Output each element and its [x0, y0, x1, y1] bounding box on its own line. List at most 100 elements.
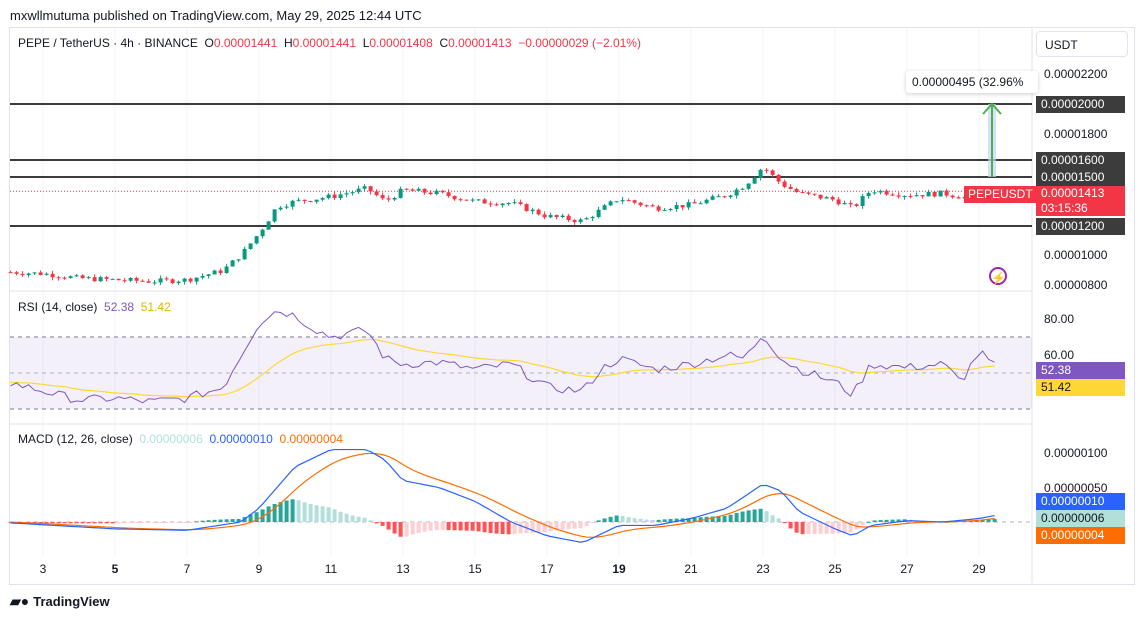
candle-body [194, 277, 199, 282]
macd-histogram-bar [566, 522, 571, 530]
candle-body [464, 199, 469, 201]
macd-histogram-bar [320, 506, 325, 522]
candle-body [872, 192, 877, 194]
symbol-legend: PEPE / TetherUS · 4h · BINANCE O0.000014… [18, 36, 641, 50]
bar-countdown: 03:15:36 [1041, 201, 1088, 215]
macd-histogram-bar [116, 522, 121, 524]
macd-axis-label: 0.00000100 [1044, 446, 1108, 460]
candle-body [320, 198, 325, 200]
macd-histogram-bar [986, 519, 991, 522]
macd-histogram-bar [32, 522, 37, 524]
macd-histogram-bar [488, 522, 493, 533]
macd-histogram-bar [878, 520, 883, 522]
macd-histogram-bar [734, 512, 739, 522]
candle-body [932, 191, 937, 197]
candle-body [428, 192, 433, 195]
macd-histogram-bar [254, 512, 259, 522]
macd-histogram-bar [584, 522, 589, 526]
candle-body [272, 209, 277, 222]
rsi-legend: RSI (14, close) 52.38 51.42 [18, 300, 171, 314]
low-label: L [362, 36, 370, 50]
macd-histogram-bar [620, 515, 625, 522]
candle-body [416, 188, 421, 191]
candle-body [302, 199, 307, 201]
candle-body [800, 192, 805, 194]
macd-histogram-bar [62, 522, 67, 524]
chart-frame [9, 27, 1135, 585]
level-tag: 0.00001600 [1036, 152, 1125, 169]
rsi-line [10, 311, 995, 404]
macd-histogram-bar [260, 509, 265, 522]
candle-body [20, 273, 25, 276]
candle-body [440, 190, 445, 193]
macd-histogram-bar [650, 520, 655, 522]
macd-histogram-bar [836, 522, 841, 534]
candle-body [830, 197, 835, 200]
candle-body [620, 200, 625, 202]
macd-histogram-bar [434, 522, 439, 530]
candle-body [398, 188, 403, 198]
lightning-alert-icon[interactable]: ⚡ [989, 267, 1007, 285]
rsi-value-tag: 52.38 [1036, 362, 1125, 379]
macd-histogram-bar [134, 522, 139, 523]
candle-body [860, 196, 865, 206]
candle-body [590, 217, 595, 219]
candle-body [884, 190, 889, 195]
macd-histogram-bar [182, 522, 187, 523]
candle-body [764, 169, 769, 171]
time-axis-label: 29 [972, 562, 986, 576]
candle-body [308, 200, 313, 202]
candle-body [824, 197, 829, 199]
macd-histogram-bar [200, 520, 205, 522]
macd-histogram-bar [404, 522, 409, 537]
macd-histogram-bar [230, 519, 235, 522]
macd-histogram-bar [464, 522, 469, 531]
candle-body [626, 200, 631, 202]
macd-histogram-bar [380, 522, 385, 526]
macd-histogram-bar [800, 522, 805, 535]
currency-selector[interactable]: USDT [1036, 31, 1128, 57]
candle-body [716, 196, 721, 198]
last-price-tag: 0.00001413 03:15:36 [1036, 186, 1125, 216]
candle-body [278, 207, 283, 210]
candle-body [770, 170, 775, 175]
close-value: 0.00001413 [448, 36, 512, 50]
macd-histogram-bar [224, 519, 229, 522]
candle-body [110, 278, 115, 280]
candle-body [530, 209, 535, 212]
candle-body [80, 275, 85, 279]
macd-histogram-bar [656, 519, 661, 522]
candle-body [560, 215, 565, 218]
candle-body [938, 190, 943, 197]
level-tag: 0.00002000 [1036, 96, 1125, 113]
tradingview-logo: ▰● TradingView [10, 593, 110, 610]
macd-histogram-bar [890, 519, 895, 522]
macd-histogram-bar [554, 522, 559, 531]
candle-body [242, 248, 247, 260]
candle-body [56, 277, 61, 279]
candle-body [908, 196, 913, 198]
candle-body [788, 186, 793, 189]
macd-histogram-bar [362, 517, 367, 522]
macd-histogram-bar [740, 511, 745, 522]
candle-body [722, 196, 727, 198]
macd-line-tag: 0.00000010 [1036, 493, 1125, 510]
last-price: 0.00001413 [1041, 186, 1105, 200]
macd-histogram-bar [212, 519, 217, 522]
macd-histogram-bar [476, 522, 481, 532]
macd-histogram-bar [866, 521, 871, 523]
candle-body [344, 193, 349, 195]
macd-histogram-bar [608, 516, 613, 522]
candle-body [128, 278, 133, 281]
candle-body [692, 202, 697, 204]
candle-body [674, 205, 679, 209]
macd-histogram-bar [746, 510, 751, 522]
macd-histogram-bar [206, 520, 211, 522]
macd-hist-value: 0.00000006 [139, 432, 203, 446]
macd-histogram-bar [140, 522, 145, 523]
macd-histogram-bar [356, 516, 361, 522]
candle-body [98, 277, 103, 282]
macd-histogram-bar [758, 508, 763, 522]
rsi-ma-value: 51.42 [140, 300, 171, 314]
